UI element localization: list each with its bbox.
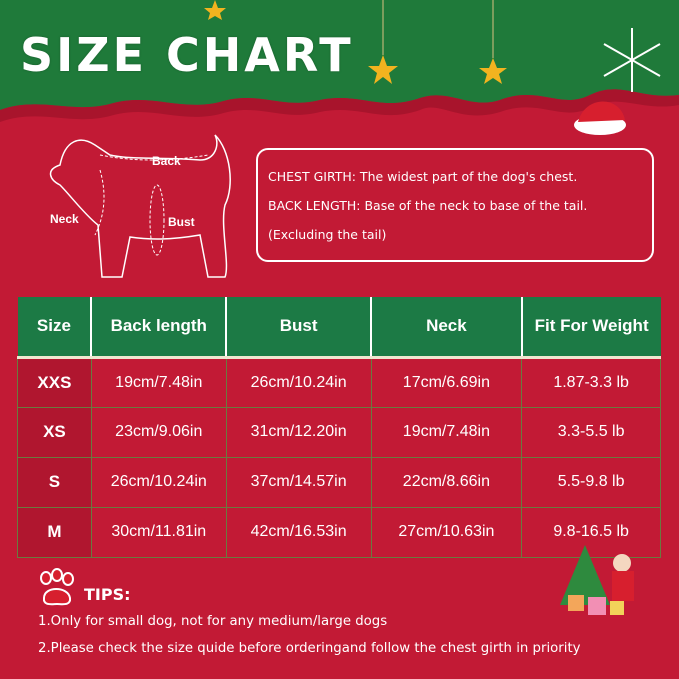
paw-icon [40, 568, 74, 606]
tip-item: 2.Please check the size quide before ord… [38, 641, 581, 656]
cell: 37cm/14.57in [225, 456, 372, 508]
neck-label: Neck [50, 212, 79, 226]
header-neck: Neck [370, 297, 522, 359]
table-row: XS 23cm/9.06in 31cm/12.20in 19cm/7.48in 3.3-… [17, 406, 661, 458]
cell: 23cm/9.06in [90, 406, 227, 458]
tips-title: TIPS: [84, 585, 131, 604]
table-row: XXS 19cm/7.48in 26cm/10.24in 17cm/6.69in 1.8… [17, 356, 661, 408]
back-length-note: BACK LENGTH: Base of the neck to base of… [268, 198, 588, 213]
star-icon [204, 0, 226, 20]
cell: 31cm/12.20in [225, 406, 372, 458]
exclusion-note: (Excluding the tail) [268, 227, 387, 242]
snowflake-icon [603, 28, 661, 92]
cell: M [17, 506, 92, 558]
cell: 19cm/7.48in [370, 406, 523, 458]
cell: XS [17, 406, 92, 458]
dog-diagram-icon [49, 134, 231, 278]
cell: 22cm/8.66in [370, 456, 523, 508]
cell: 9.8-16.5 lb [521, 506, 661, 558]
cell: 3.3-5.5 lb [521, 406, 661, 458]
cell: 1.87-3.3 lb [521, 356, 661, 408]
tip-item: 1.Only for small dog, not for any medium… [38, 614, 388, 629]
back-label: Back [152, 154, 181, 168]
cell: 27cm/10.63in [370, 506, 523, 558]
cell: 17cm/6.69in [370, 356, 523, 408]
cell: 26cm/10.24in [225, 356, 372, 408]
cell: 19cm/7.48in [90, 356, 227, 408]
star-icon [479, 58, 507, 84]
header-back-length: Back length [90, 297, 227, 359]
cell: 26cm/10.24in [90, 456, 227, 508]
bust-label: Bust [168, 215, 195, 229]
header-weight: Fit For Weight [520, 297, 661, 359]
cell: 5.5-9.8 lb [521, 456, 661, 508]
header-bust: Bust [225, 297, 371, 359]
size-table: Size Back length Bust Neck Fit For Weigh… [17, 297, 661, 558]
table-header-row: Size Back length Bust Neck Fit For Weigh… [17, 297, 661, 359]
cell: 30cm/11.81in [90, 506, 227, 558]
star-icon [368, 55, 398, 84]
cell: S [17, 456, 92, 508]
header-size: Size [17, 297, 92, 359]
table-row: M 30cm/11.81in 42cm/16.53in 27cm/10.63in 9.8… [17, 506, 661, 558]
measurement-info-box: CHEST GIRTH: The widest part of the dog'… [256, 148, 654, 262]
christmas-banner [0, 0, 679, 135]
cell: 42cm/16.53in [225, 506, 372, 558]
cell: XXS [17, 356, 92, 408]
table-row: S 26cm/10.24in 37cm/14.57in 22cm/8.66in 5.5-… [17, 456, 661, 508]
chest-girth-note: CHEST GIRTH: The widest part of the dog'… [268, 169, 578, 184]
christmas-tree-santa-icon [560, 545, 634, 615]
page-title: SIZE CHART [20, 28, 354, 82]
